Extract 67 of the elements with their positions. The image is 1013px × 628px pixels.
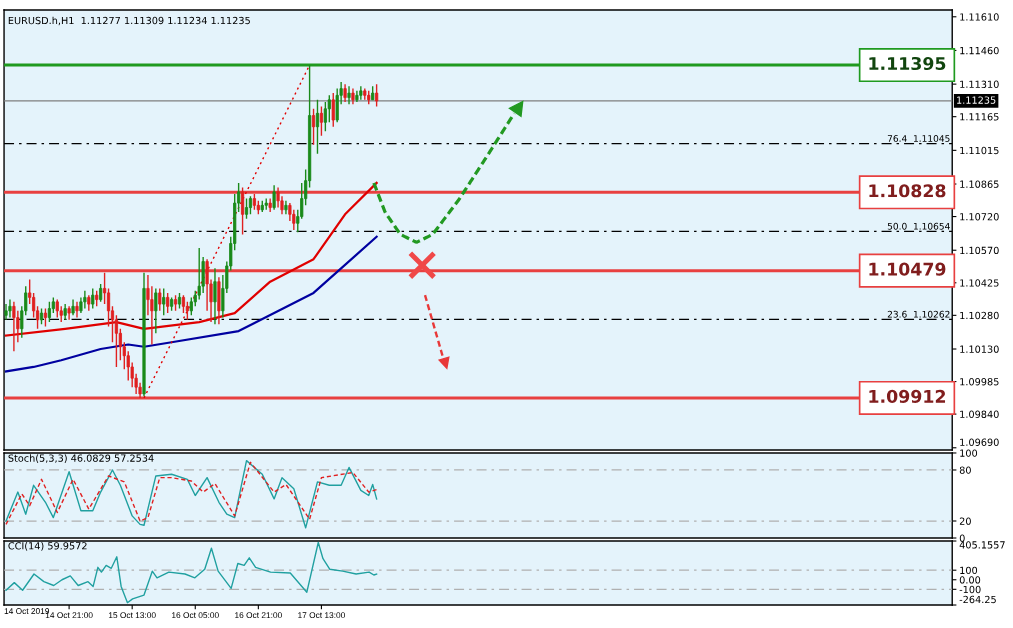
candlestick: [47, 301, 51, 323]
ref-line-label: 1.11235: [957, 96, 996, 104]
candlestick: [375, 83, 379, 108]
candlestick: [114, 314, 119, 368]
y-tick-label: 1.10720: [960, 213, 999, 221]
y-tick-label: -100: [959, 585, 981, 594]
ref-line-label: 50.0 1.10654: [887, 222, 950, 230]
chart-title: CCI(14) 59.9572: [8, 541, 87, 551]
y-tick-label: 1.11310: [960, 80, 999, 88]
y-tick-label: 1.10570: [960, 246, 999, 255]
text: 14 Oct 2019: [4, 608, 50, 615]
y-tick-label: 1.11610: [960, 13, 999, 21]
candlestick: [323, 101, 327, 132]
y-tick-label: 80: [959, 466, 971, 474]
y-tick-label: 1.10865: [960, 180, 999, 188]
x-tick-label: 17 Oct 13:00: [298, 612, 345, 619]
y-tick-label: 1.10130: [960, 345, 999, 353]
candlestick: [319, 105, 324, 137]
y-tick-label: 100: [960, 566, 978, 575]
y-tick-label: 1.11460: [960, 46, 999, 55]
candlestick: [213, 267, 217, 326]
x-tick-label: 14 Oct 21:00: [45, 612, 93, 619]
y-tick-label: 1.09690: [960, 438, 999, 446]
y-tick-label: 1.11165: [960, 113, 999, 121]
y-tick-label: 100: [960, 449, 978, 457]
candlestick: [158, 287, 162, 312]
candlestick: [311, 108, 316, 146]
candlestick: [240, 186, 245, 236]
ref-line-label: 1.10479: [869, 262, 946, 276]
candlestick: [272, 184, 276, 211]
candlestick: [154, 287, 158, 334]
candlestick: [75, 301, 79, 319]
candlestick: [91, 287, 95, 310]
ref-line-label: 1.11395: [869, 56, 946, 71]
text: EURUSD.h,H1 1.11277 1.11309 1.11234 1.11235: [8, 16, 250, 26]
y-tick-label: 0: [959, 534, 965, 542]
candlestick: [83, 289, 87, 310]
candlestick: [8, 298, 12, 319]
candlestick: [331, 92, 335, 128]
line-series: [4, 235, 378, 373]
candlestick: [347, 85, 351, 106]
line-series: [5, 541, 378, 604]
y-tick-label: -264.25: [959, 595, 996, 604]
x-tick-label: 15 Oct 13:00: [108, 612, 156, 619]
y-tick-label: 405.1557: [959, 541, 1005, 549]
candlestick: [106, 287, 111, 328]
x-tick-label: 16 Oct 05:00: [172, 612, 219, 619]
candlestick: [4, 303, 8, 321]
y-tick-label: 1.10280: [960, 311, 999, 320]
candlestick: [166, 292, 170, 314]
y-tick-label: 1.09985: [960, 378, 999, 386]
y-tick-label: 20: [959, 517, 971, 525]
candlestick: [12, 301, 16, 352]
ref-line-label: 23.6 1.10262: [887, 310, 950, 318]
chart-title: Stoch(5,3,3) 46.0829 57.2534: [8, 454, 154, 463]
candlestick: [244, 197, 249, 220]
candlestick: [315, 99, 320, 155]
y-tick-label: 1.11015: [960, 146, 999, 155]
candlestick: [162, 287, 166, 317]
ref-line-label: 76.4 1.11045: [887, 135, 950, 142]
ref-line-label: 1.10828: [869, 184, 946, 198]
candlestick: [32, 292, 36, 319]
ref-line-label: 1.09912: [869, 389, 946, 403]
y-tick-label: 1.09840: [960, 410, 999, 418]
y-tick-label: 0.00: [959, 576, 981, 584]
x-tick-label: 16 Oct 21:00: [235, 612, 282, 619]
y-tick-label: 1.10425: [960, 279, 999, 287]
